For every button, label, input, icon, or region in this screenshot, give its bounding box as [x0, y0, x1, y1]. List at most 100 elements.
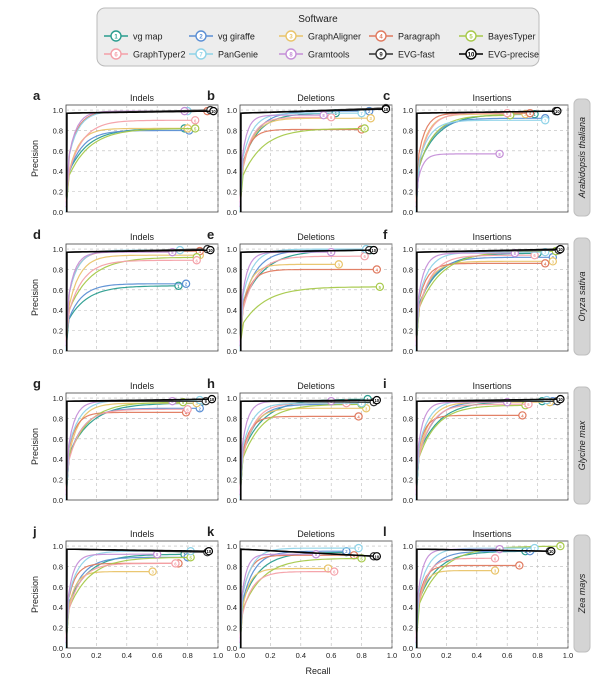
- curve-graphtyper2: [415, 112, 508, 202]
- end-point-number: 10: [374, 554, 379, 559]
- end-point-marker: [556, 394, 565, 404]
- curve-evg-precise: [66, 249, 211, 351]
- end-point-number: 6: [527, 402, 530, 407]
- end-point-number: 6: [194, 118, 197, 123]
- y-tick-label: 0.6: [227, 435, 237, 444]
- curve-paragraph: [239, 128, 362, 213]
- curve-evg-precise: [416, 398, 561, 500]
- end-point-marker: [190, 116, 200, 125]
- panel-c: Insertionsc0.00.20.40.60.81.012345678910…: [383, 88, 591, 217]
- end-point-number: 8: [322, 113, 325, 118]
- panel-title: Deletions: [297, 381, 335, 391]
- end-point-marker: [375, 282, 385, 291]
- end-point-number: 8: [156, 552, 159, 557]
- panel-title: Indels: [130, 93, 155, 103]
- curve-evg-precise: [416, 110, 558, 212]
- curve-pangenie: [239, 402, 362, 501]
- y-tick-label: 0.2: [403, 327, 413, 336]
- panel-title: Insertions: [472, 381, 512, 391]
- x-tick-label: 0.6: [502, 651, 512, 660]
- end-point-number: 9: [205, 399, 208, 404]
- end-point-marker: [181, 279, 191, 288]
- y-tick-label: 0.0: [53, 208, 63, 217]
- end-point-number: 3: [327, 567, 330, 572]
- x-tick-label: 1.0: [213, 651, 223, 660]
- end-point-marker: [372, 552, 381, 561]
- end-point-marker: [334, 260, 343, 269]
- end-point-number: 5: [182, 400, 185, 405]
- legend-item-label: Gramtools: [308, 50, 350, 60]
- curve-evg-precise: [240, 399, 377, 500]
- legend-item-label: EVG-precise: [488, 50, 539, 60]
- species-tab: [573, 98, 591, 217]
- end-point-number: 2: [185, 282, 188, 287]
- legend-marker: [465, 48, 477, 60]
- curve-evg-precise: [240, 108, 386, 212]
- curve-pangenie: [239, 547, 359, 649]
- end-point-marker: [556, 244, 565, 254]
- y-tick-label: 0.8: [53, 562, 63, 571]
- curve-bayestyper: [239, 403, 362, 495]
- curve-paragraph: [239, 554, 354, 649]
- end-point-number: 4: [376, 267, 379, 272]
- end-point-number: 8: [514, 251, 517, 256]
- legend-marker: [375, 48, 387, 60]
- y-tick-label: 1.0: [227, 542, 237, 551]
- end-point-number: 6: [333, 570, 336, 575]
- plot-frame: [239, 243, 393, 352]
- curve-gramtools: [415, 401, 508, 495]
- end-point-number: 4: [518, 563, 521, 568]
- y-tick-label: 0.4: [53, 167, 63, 176]
- y-tick-label: 0.4: [227, 455, 237, 464]
- legend-marker-number: 4: [379, 35, 383, 41]
- legend-marker: [375, 30, 387, 42]
- curve-bayestyper: [415, 114, 511, 207]
- legend-item-gramtools: 8 Gramtools: [279, 48, 350, 60]
- legend-item-label: Paragraph: [398, 32, 440, 42]
- plot-frame: [415, 392, 569, 501]
- panel-letter: j: [32, 524, 37, 539]
- end-point-marker: [366, 114, 375, 123]
- curve-evg-precise: [66, 548, 209, 648]
- curve-evg-precise: [66, 398, 212, 500]
- legend-item-label: vg map: [133, 32, 163, 42]
- legend-item-vg-map: 1 vg map: [104, 30, 163, 42]
- legend-marker-number: 7: [199, 53, 203, 59]
- end-point-marker: [490, 566, 500, 575]
- end-point-marker: [372, 265, 381, 274]
- legend-marker: [195, 48, 207, 60]
- legend-item-label: PanGenie: [218, 50, 258, 60]
- y-tick-label: 1.0: [53, 542, 63, 551]
- curve-graphaligner: [239, 263, 339, 341]
- end-point-marker: [360, 124, 369, 133]
- curve-gramtools: [65, 251, 173, 346]
- curve-graphtyper2: [239, 571, 335, 638]
- panel-letter: k: [207, 524, 215, 539]
- end-point-number: 5: [189, 555, 192, 560]
- end-point-number: 3: [365, 406, 368, 411]
- curve-graphtyper2: [239, 116, 332, 202]
- y-tick-label: 0.4: [227, 306, 237, 315]
- curve-bayestyper: [65, 128, 196, 207]
- panel-i: Insertionsi0.00.20.40.60.81.012345678910…: [383, 376, 591, 505]
- curve-graphtyper2: [65, 408, 188, 490]
- curve-graphaligner: [239, 407, 367, 490]
- y-tick-label: 1.0: [403, 106, 413, 115]
- end-point-number: 1: [177, 284, 180, 289]
- curve-paragraph: [239, 268, 377, 352]
- panel-letter: e: [207, 227, 214, 242]
- x-tick-label: 0.2: [91, 651, 101, 660]
- legend-item-evg-precise: 10 EVG-precise: [459, 48, 539, 60]
- y-tick-label: 1.0: [227, 394, 237, 403]
- curve-graphtyper2: [65, 259, 197, 341]
- y-tick-label: 1.0: [53, 394, 63, 403]
- y-tick-label: 0.2: [403, 624, 413, 633]
- y-tick-label: 0.2: [53, 624, 63, 633]
- panel-letter: c: [383, 88, 390, 103]
- x-tick-label: 0.6: [326, 651, 336, 660]
- x-tick-label: 0.4: [472, 651, 482, 660]
- end-point-number: 4: [521, 413, 524, 418]
- y-tick-label: 1.0: [227, 106, 237, 115]
